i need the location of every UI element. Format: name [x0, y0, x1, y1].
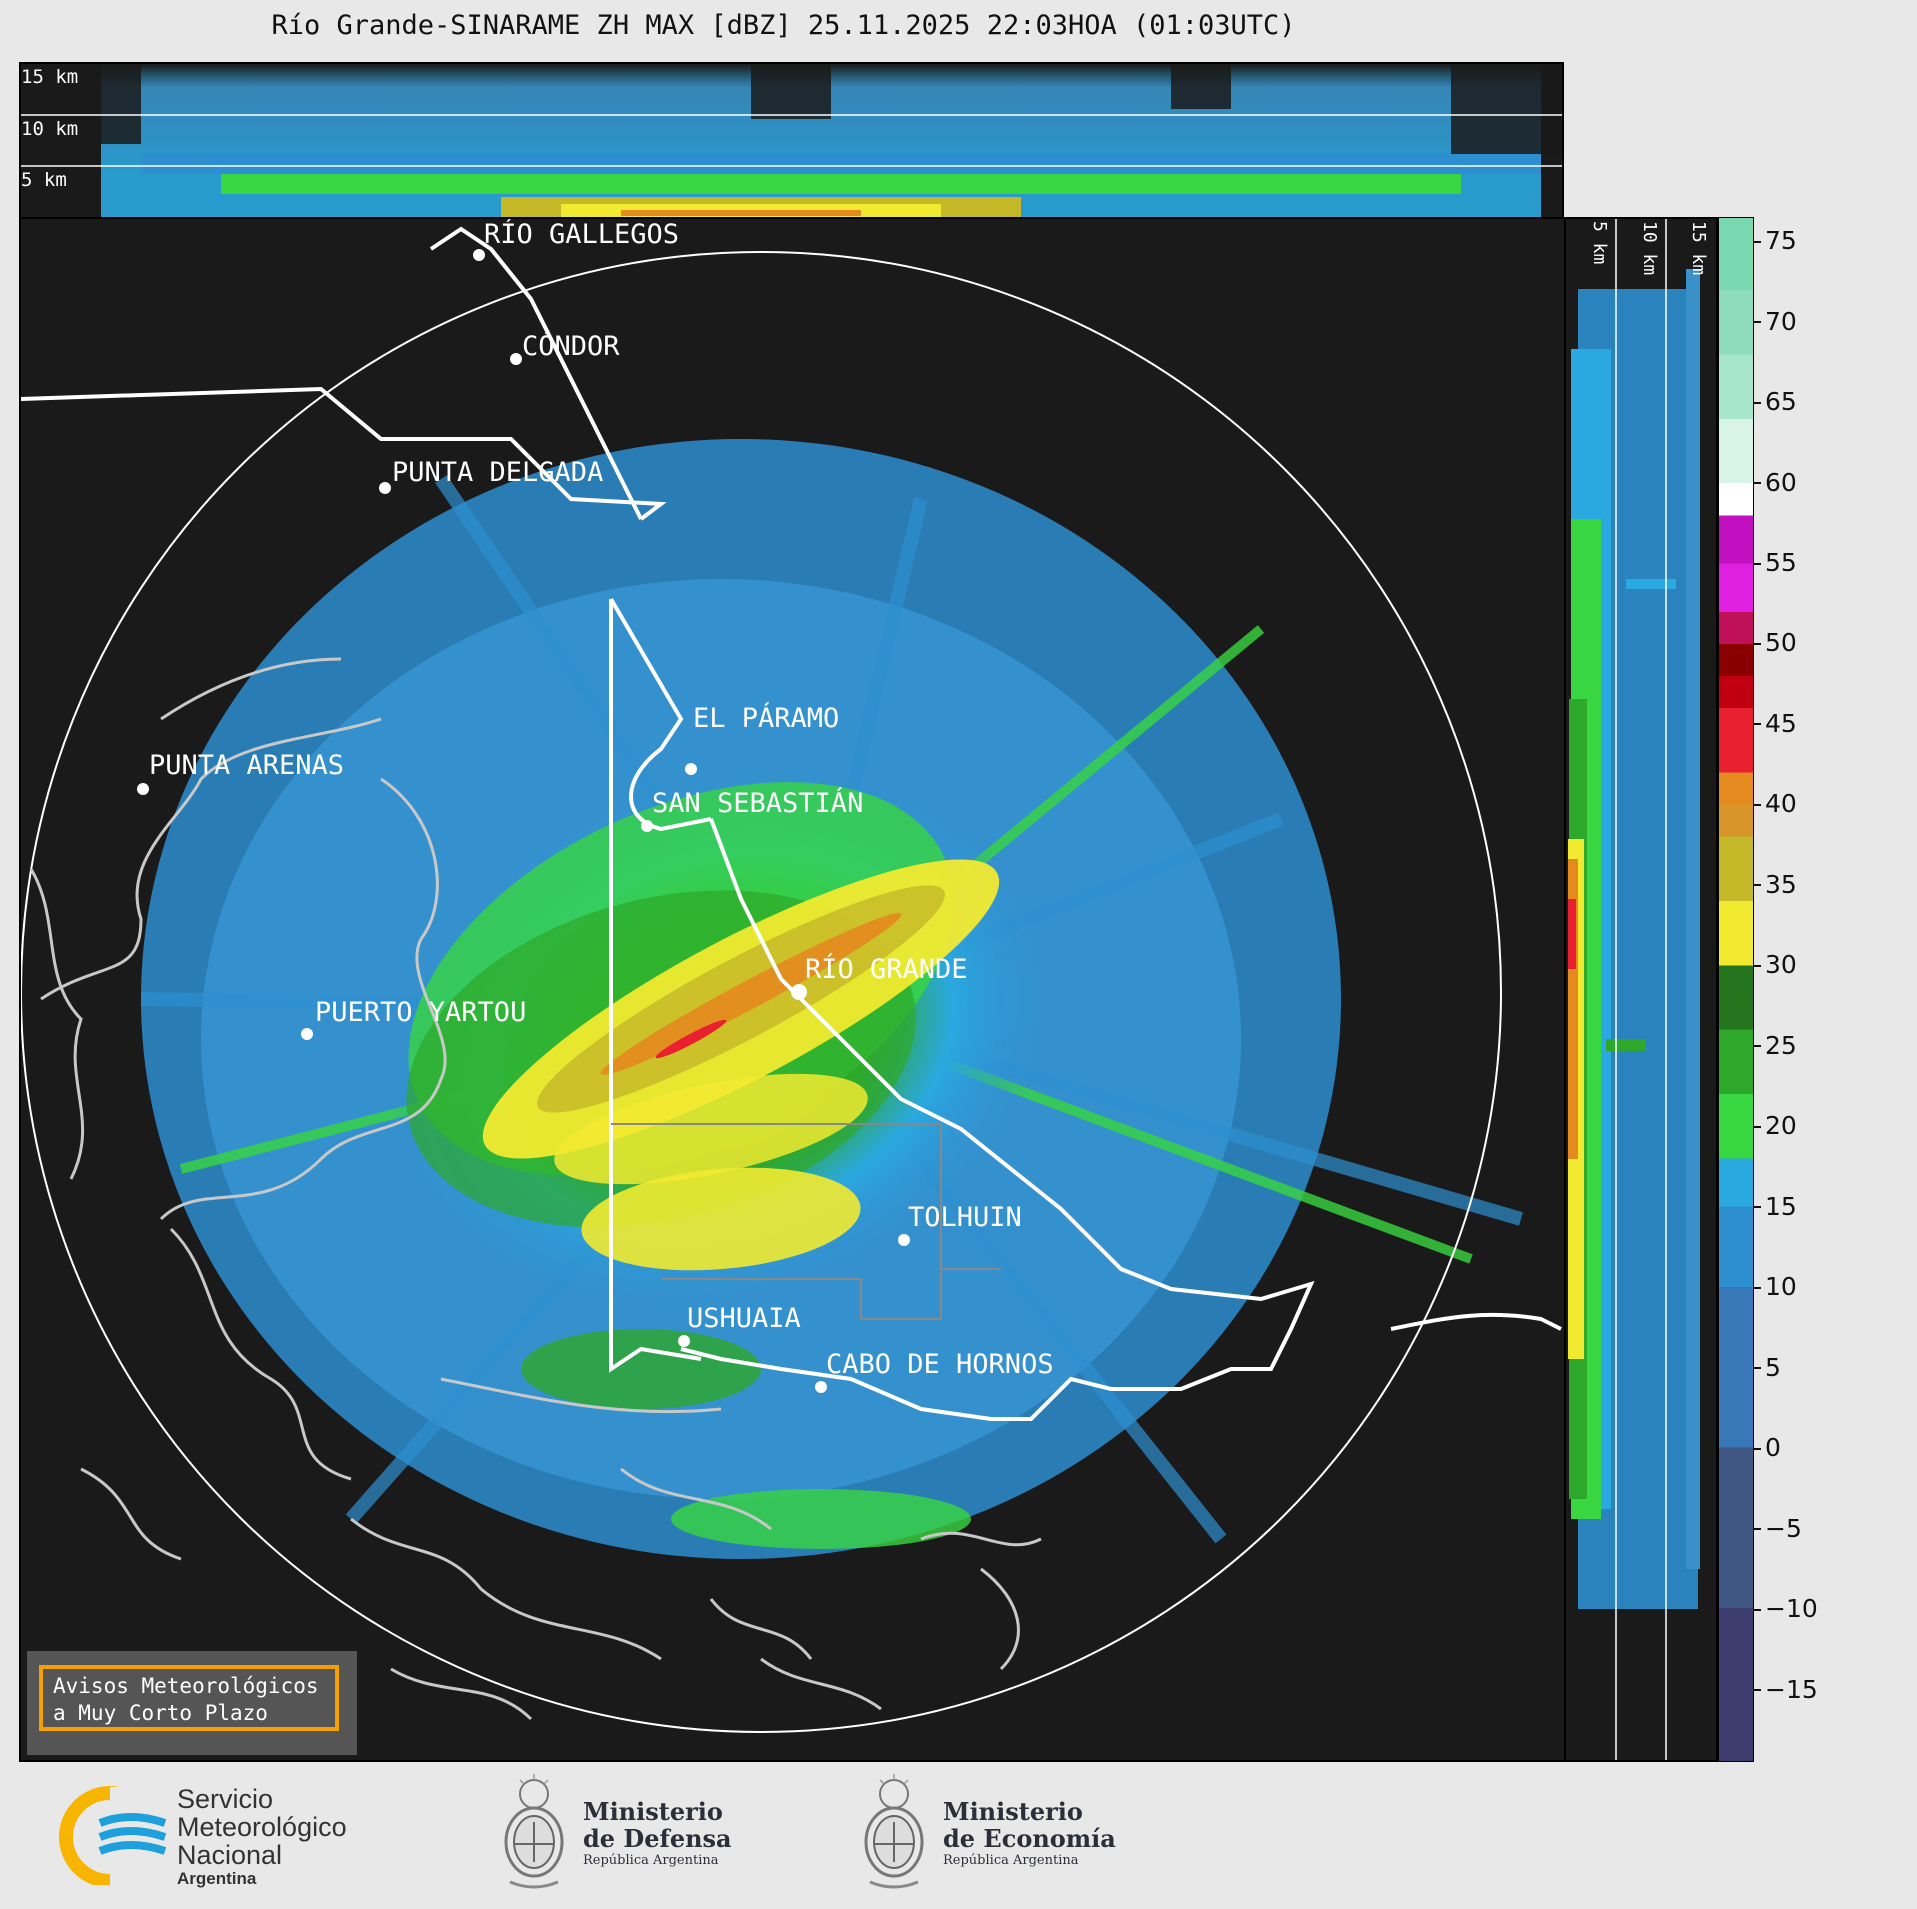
colorbar-tick: 75 — [1753, 226, 1797, 256]
colorbar-tick-label: 65 — [1765, 387, 1797, 417]
economia-line-3: República Argentina — [943, 1853, 1079, 1868]
top-cross-section-panel: 15 km 10 km 5 km — [19, 62, 1564, 219]
colorbar-tick-label: 30 — [1765, 950, 1797, 980]
warning-line-1: Avisos Meteorológicos — [53, 1674, 319, 1698]
colorbar-tick: −10 — [1753, 1594, 1818, 1624]
radar-map — [21, 226, 1562, 1733]
colorbar-tick: −5 — [1753, 1513, 1802, 1543]
page-title: Río Grande-SINARAME ZH MAX [dBZ] 25.11.2… — [271, 10, 1296, 41]
colorbar-tick-label: 45 — [1765, 708, 1797, 738]
colorbar-tick: 30 — [1753, 950, 1797, 980]
colorbar-tick: 25 — [1753, 1030, 1797, 1060]
place-label-cabo-de-hornos: CABO DE HORNOS — [826, 1349, 1054, 1380]
defensa-line-3: República Argentina — [583, 1853, 719, 1868]
side-cross-section-echo — [1568, 219, 1700, 1760]
colorbar-tick: 70 — [1753, 306, 1797, 336]
smn-line-1: Servicio — [177, 1784, 274, 1814]
warning-box: Avisos Meteorológicos a Muy Corto Plazo — [27, 1651, 357, 1755]
smn-logo: Servicio Meteorológico Nacional Argentin… — [55, 1784, 385, 1888]
colorbar-tick: 5 — [1753, 1352, 1781, 1382]
colorbar-tick-label: 70 — [1765, 306, 1797, 336]
side-cross-section-panel: 5 km 10 km 15 km — [1564, 217, 1718, 1762]
side-label-15km: 15 km — [1688, 221, 1709, 276]
top-cross-section-echo — [21, 64, 1562, 217]
colorbar-tick: 15 — [1753, 1191, 1797, 1221]
place-label-punta-arenas: PUNTA ARENAS — [149, 750, 345, 781]
place-label-condor: CÓNDOR — [522, 331, 620, 362]
colorbar — [1718, 217, 1754, 1762]
colorbar-tick-label: 15 — [1765, 1191, 1797, 1221]
colorbar-tick-label: 35 — [1765, 869, 1797, 899]
argentina-coat-of-arms-icon — [504, 1774, 564, 1889]
place-label-ushuaia: USHUAIA — [687, 1303, 801, 1334]
economia-logo: Ministerio de Economía República Argenti… — [855, 1772, 1135, 1897]
defensa-line-2: de Defensa — [583, 1824, 732, 1853]
place-label-punta-delgada: PUNTA DELGADA — [392, 457, 604, 488]
colorbar-tick: 35 — [1753, 869, 1797, 899]
top-label-10km: 10 km — [21, 118, 79, 140]
colorbar-tick-label: 50 — [1765, 628, 1797, 658]
colorbar-tick: 60 — [1753, 467, 1797, 497]
colorbar-tick: −15 — [1753, 1674, 1818, 1704]
colorbar-tick-label: −15 — [1765, 1674, 1818, 1704]
colorbar-tick-label: 40 — [1765, 789, 1797, 819]
colorbar-tick: 40 — [1753, 789, 1797, 819]
economia-line-2: de Economía — [943, 1824, 1116, 1853]
smn-line-2: Meteorológico — [177, 1812, 347, 1842]
colorbar-tick-label: 20 — [1765, 1111, 1797, 1141]
side-label-5km: 5 km — [1589, 221, 1610, 265]
place-label-rio-grande: RÍO GRANDE — [805, 954, 968, 985]
colorbar-tick: 55 — [1753, 548, 1797, 578]
defensa-line-1: Ministerio — [583, 1797, 723, 1826]
colorbar-tick-label: 55 — [1765, 548, 1797, 578]
colorbar-tick-label: 10 — [1765, 1272, 1797, 1302]
warning-box-frame: Avisos Meteorológicos a Muy Corto Plazo — [39, 1665, 339, 1731]
colorbar-tick: 45 — [1753, 708, 1797, 738]
colorbar-tick-label: 75 — [1765, 226, 1797, 256]
colorbar-tick-label: 60 — [1765, 467, 1797, 497]
colorbar-tick: 10 — [1753, 1272, 1797, 1302]
colorbar-tick-label: −10 — [1765, 1594, 1818, 1624]
argentina-coat-of-arms-icon — [864, 1774, 924, 1889]
smn-line-3: Nacional — [177, 1840, 283, 1870]
top-label-15km: 15 km — [21, 66, 79, 88]
smn-emblem-icon — [59, 1786, 170, 1888]
colorbar-tick: 65 — [1753, 387, 1797, 417]
place-label-puerto-yartou: PUERTO YARTOU — [315, 997, 527, 1028]
defensa-logo: Ministerio de Defensa República Argentin… — [495, 1772, 755, 1897]
colorbar-tick-label: −5 — [1765, 1513, 1802, 1543]
colorbar-tick-label: 25 — [1765, 1030, 1797, 1060]
place-label-el-paramo: EL PÁRAMO — [693, 703, 840, 734]
colorbar-tick: 0 — [1753, 1433, 1781, 1463]
place-label-san-sebastian: SAN SEBASTIÁN — [652, 788, 864, 819]
place-label-tolhuin: TOLHUIN — [908, 1202, 1022, 1233]
warning-line-2: a Muy Corto Plazo — [53, 1701, 268, 1725]
top-label-5km: 5 km — [21, 169, 67, 191]
radar-map-panel: RÍO GALLEGOS CÓNDOR PUNTA DELGADA PUNTA … — [19, 217, 1566, 1762]
colorbar-tick-label: 0 — [1765, 1433, 1781, 1463]
colorbar-tick: 50 — [1753, 628, 1797, 658]
smn-line-4: Argentina — [177, 1869, 257, 1888]
place-label-rio-gallegos: RÍO GALLEGOS — [484, 219, 680, 250]
side-label-10km: 10 km — [1639, 221, 1660, 276]
economia-line-1: Ministerio — [943, 1797, 1083, 1826]
colorbar-tick: 20 — [1753, 1111, 1797, 1141]
colorbar-tick-label: 5 — [1765, 1352, 1781, 1382]
